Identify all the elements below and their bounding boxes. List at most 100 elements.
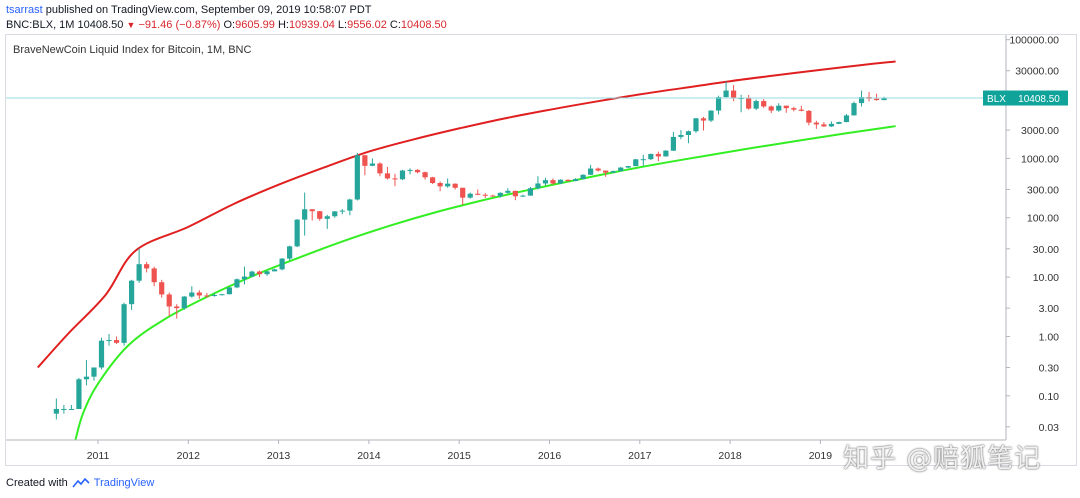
- candle-body: [256, 271, 263, 275]
- candle-body: [527, 188, 534, 196]
- y-tick-label: 30000.00: [1015, 66, 1059, 78]
- created-with-label: Created with: [6, 477, 68, 489]
- candle-body: [271, 269, 278, 272]
- candle-body: [249, 271, 255, 277]
- candle-body: [407, 169, 413, 171]
- candle-body: [339, 210, 345, 212]
- y-tick-label: 3000.00: [1021, 125, 1059, 137]
- candle-body: [565, 179, 571, 182]
- candle-body: [377, 163, 383, 174]
- x-tick-label: 2019: [809, 450, 833, 462]
- candle-body: [219, 294, 225, 296]
- candle-body: [264, 271, 270, 275]
- candle-body: [505, 190, 511, 193]
- down-arrow-icon: ▼: [126, 20, 136, 30]
- symbol-tag-bg: [983, 90, 1010, 106]
- candle-body: [317, 211, 323, 219]
- candle-body: [166, 294, 172, 307]
- close-value: 10408.50: [400, 19, 447, 31]
- axes: 100000.0030000.0010000.003000.001000.003…: [6, 35, 1068, 462]
- candle-body: [768, 106, 774, 111]
- candle-body: [490, 195, 496, 197]
- candle-body: [836, 122, 842, 124]
- low-value: 9556.02: [347, 19, 387, 31]
- candle-body: [550, 180, 556, 184]
- candle-body: [542, 180, 549, 184]
- candle-body: [98, 340, 105, 368]
- y-tick-label: 0.30: [1039, 362, 1060, 374]
- candle-body: [693, 118, 699, 132]
- y-tick-label: 0.10: [1039, 391, 1060, 403]
- candle-body: [813, 122, 819, 125]
- candle-body: [369, 163, 375, 166]
- tradingview-brand-link[interactable]: TradingView: [93, 477, 155, 489]
- lower-band-curve: [74, 125, 896, 441]
- candle-body: [467, 193, 473, 198]
- candle-body: [557, 179, 564, 184]
- symbol-tag-label: BLX: [987, 94, 1006, 105]
- last-price-tag-bg: [1010, 90, 1068, 106]
- candle-body: [783, 105, 789, 109]
- candle-body: [189, 292, 195, 297]
- candle-body: [535, 183, 541, 189]
- candle-body: [287, 246, 293, 259]
- candle-body: [294, 219, 300, 247]
- y-tick-label: 0.03: [1039, 422, 1060, 434]
- candle-body: [580, 174, 586, 180]
- candle-body: [610, 171, 616, 173]
- candle-body: [106, 340, 112, 342]
- candle-body: [663, 150, 669, 157]
- x-tick-label: 2014: [357, 450, 381, 462]
- candle-body: [843, 115, 850, 123]
- candle-body: [159, 282, 165, 295]
- author-link[interactable]: tsarrast: [6, 4, 43, 16]
- candle-body: [309, 209, 315, 212]
- x-tick-label: 2015: [448, 450, 472, 462]
- candle-body: [279, 258, 285, 270]
- candle-body: [482, 194, 488, 196]
- candle-body: [873, 98, 880, 101]
- candle-body: [68, 408, 74, 410]
- watermark: 知乎 @赔狐笔记: [843, 444, 1042, 474]
- candle-body: [83, 376, 90, 380]
- candle-body: [746, 98, 752, 109]
- candle-body: [648, 153, 654, 160]
- last-price: 10408.50: [77, 19, 124, 31]
- upper-band-curve: [37, 60, 896, 369]
- candle-body: [828, 123, 835, 127]
- candle-body: [437, 183, 443, 187]
- candle-body: [798, 109, 804, 111]
- candle-body: [460, 187, 466, 198]
- candle-body: [234, 279, 240, 288]
- candle-body: [151, 268, 157, 283]
- candle-body: [640, 159, 646, 161]
- candle-body: [211, 294, 217, 297]
- x-tick-label: 2012: [177, 450, 201, 462]
- candle-body: [512, 190, 518, 197]
- candle-body: [181, 296, 187, 309]
- candle-body: [144, 264, 150, 269]
- candle-body: [678, 134, 684, 137]
- candle-body: [414, 169, 421, 173]
- candle-body: [572, 179, 579, 182]
- candle-body: [715, 97, 722, 111]
- published-text: published on TradingView.com, September …: [45, 4, 372, 16]
- candle-body: [851, 103, 857, 116]
- candle-body: [347, 199, 353, 211]
- candle-body: [625, 166, 631, 168]
- candle-body: [670, 136, 676, 151]
- candle-body: [430, 177, 436, 184]
- y-tick-label: 3.00: [1039, 303, 1060, 315]
- candle-body: [685, 131, 692, 135]
- candle-body: [520, 195, 526, 197]
- low-label: L:: [337, 19, 348, 31]
- candle-body: [226, 287, 233, 295]
- candle-body: [618, 167, 624, 172]
- candle-body: [723, 90, 729, 98]
- candle-body: [113, 340, 120, 343]
- y-tick-label: 1.00: [1039, 331, 1060, 343]
- rainbow-bands: [37, 60, 896, 441]
- candle-body: [881, 98, 887, 101]
- close-label: C:: [389, 19, 401, 31]
